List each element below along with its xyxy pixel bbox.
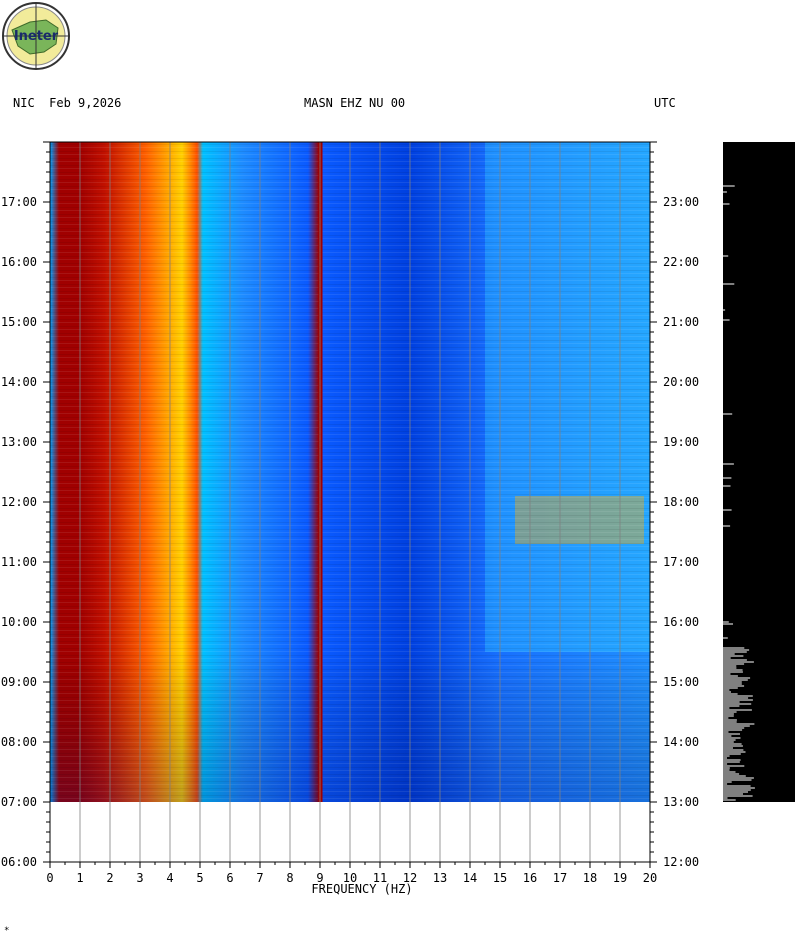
left-time-label: 06:00 [1,855,37,869]
right-time-label: 12:00 [663,855,699,869]
left-time-label: 07:00 [1,795,37,809]
local-time-tick-labels: 06:00 07:00 08:00 09:00 10:00 11:00 12:00 13:00… [1,195,37,869]
x-tick-label-15: 15 [493,871,507,885]
x-tick-label-0: 0 [46,871,53,885]
side-trace-background [723,142,795,802]
amplitude-side-trace [723,142,795,802]
right-time-label: 16:00 [663,615,699,629]
x-tick-label-1: 1 [76,871,83,885]
left-time-label: 13:00 [1,435,37,449]
x-tick-label-14: 14 [463,871,477,885]
x-tick-label-11: 11 [373,871,387,885]
right-time-label: 19:00 [663,435,699,449]
x-tick-label-9: 9 [316,871,323,885]
utc-time-tick-labels: 12:00 13:00 14:00 15:00 16:00 17:00 18:00 19:00… [663,195,699,869]
x-tick-label-16: 16 [523,871,537,885]
left-time-label: 17:00 [1,195,37,209]
left-time-label: 14:00 [1,375,37,389]
right-time-label: 21:00 [663,315,699,329]
frequency-tick-labels: 0 1 2 3 4 5 6 7 8 9 10 11 12 13 14 15 16 17 18 19 20 [46,871,657,885]
left-time-label: 08:00 [1,735,37,749]
x-tick-label-3: 3 [136,871,143,885]
x-tick-label-17: 17 [553,871,567,885]
x-tick-label-6: 6 [226,871,233,885]
x-tick-label-8: 8 [286,871,293,885]
x-tick-label-13: 13 [433,871,447,885]
left-time-label: 16:00 [1,255,37,269]
footer-mark: * [4,926,10,936]
station-date-label: NIC Feb 9,2026 [13,96,122,110]
right-time-label: 15:00 [663,675,699,689]
x-tick-label-5: 5 [196,871,203,885]
axis-ticks [43,141,657,868]
side-trace-line [723,185,755,801]
ineter-logo: Ineter [2,2,70,70]
left-time-label: 10:00 [1,615,37,629]
x-tick-label-19: 19 [613,871,627,885]
x-tick-label-2: 2 [106,871,113,885]
logo-text: Ineter [14,29,59,44]
left-time-label: 09:00 [1,675,37,689]
right-time-label: 22:00 [663,255,699,269]
right-time-label: 17:00 [663,555,699,569]
right-time-label: 13:00 [663,795,699,809]
left-time-label: 11:00 [1,555,37,569]
x-tick-label-4: 4 [166,871,173,885]
x-axis-title: FREQUENCY (HZ) [311,882,412,896]
station-channel-title: MASN EHZ NU 00 [304,96,406,110]
x-tick-label-7: 7 [256,871,263,885]
x-tick-label-18: 18 [583,871,597,885]
left-time-label: 15:00 [1,315,37,329]
x-tick-label-12: 12 [403,871,417,885]
right-time-label: 18:00 [663,495,699,509]
frequency-gridlines [79,142,621,862]
left-time-label: 12:00 [1,495,37,509]
x-tick-label-10: 10 [343,871,357,885]
timezone-label: UTC [654,96,676,110]
x-tick-label-20: 20 [643,871,657,885]
right-time-label: 14:00 [663,735,699,749]
right-time-label: 23:00 [663,195,699,209]
right-time-label: 20:00 [663,375,699,389]
